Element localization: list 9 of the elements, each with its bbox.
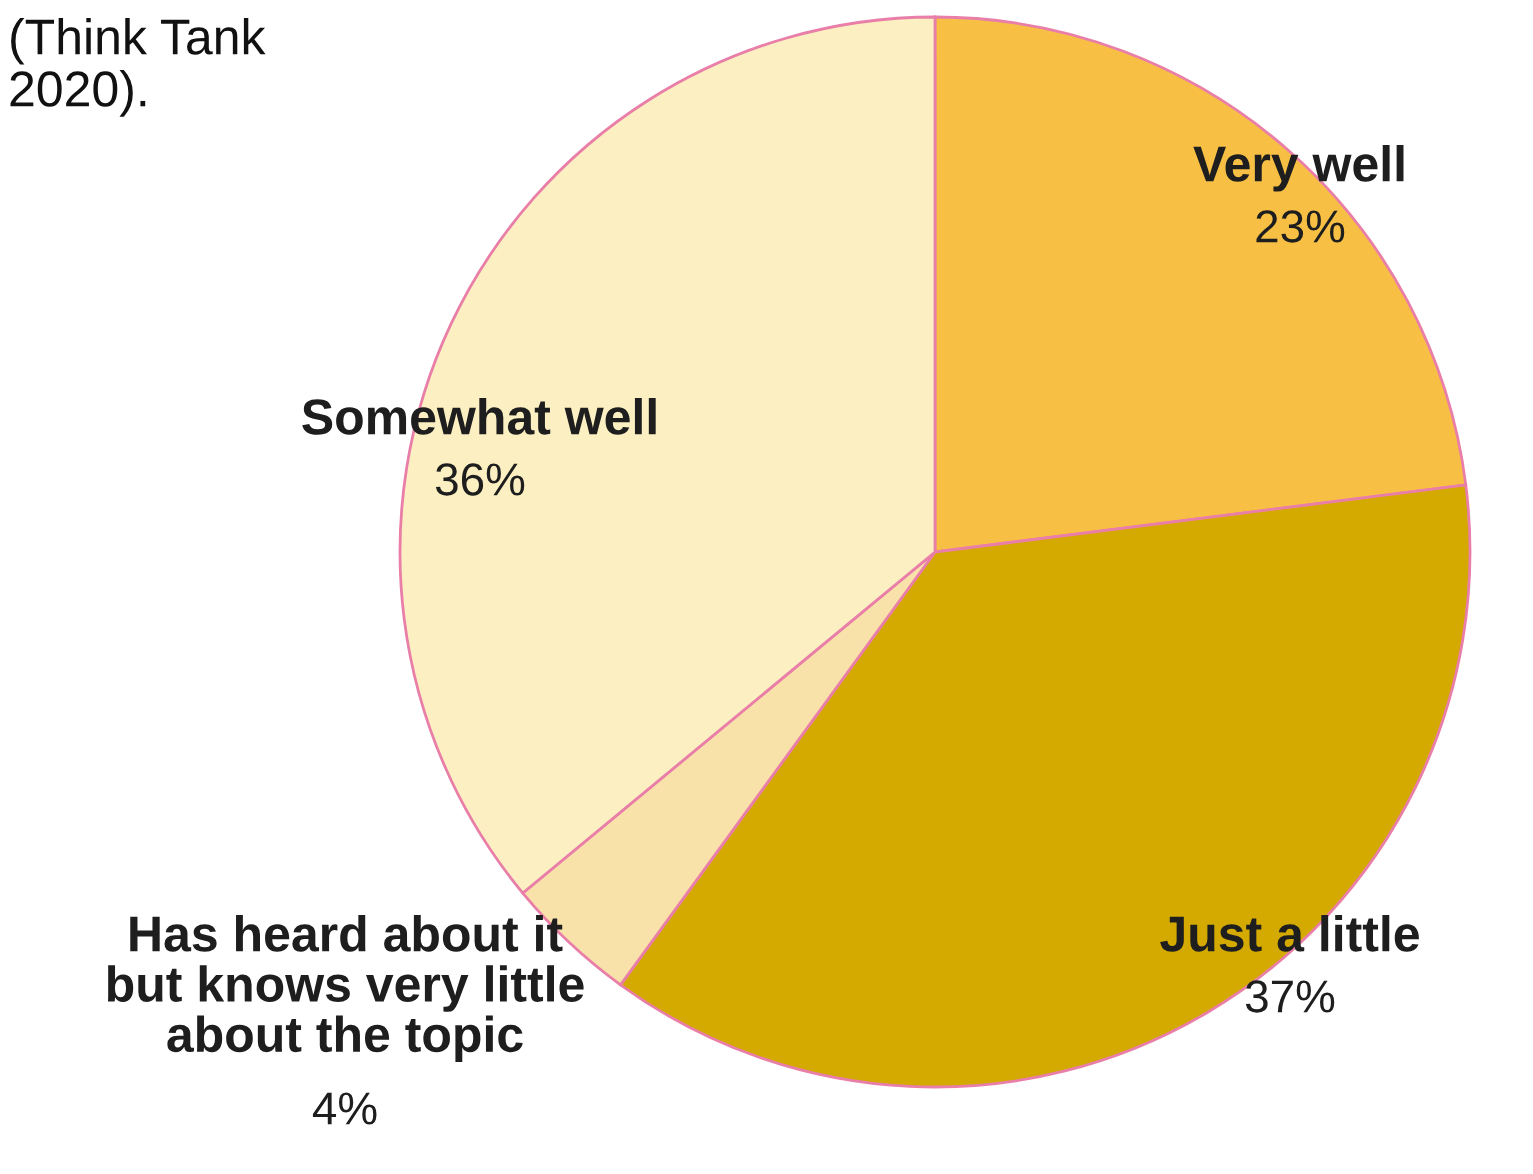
slice-label: Very well: [1193, 145, 1404, 192]
data-label: 4%: [312, 1092, 377, 1125]
data-label: 36%: [435, 463, 525, 496]
slice-label: Somewhat well: [302, 398, 656, 435]
data-label: 37%: [1245, 980, 1335, 1013]
slice-label: Has heard about it but knows very little about the topic: [107, 915, 584, 1063]
data-label: 23%: [1256, 210, 1345, 243]
text: (Think Tank 2020).: [10, 18, 266, 117]
slice-label: Just a little: [1160, 915, 1419, 952]
